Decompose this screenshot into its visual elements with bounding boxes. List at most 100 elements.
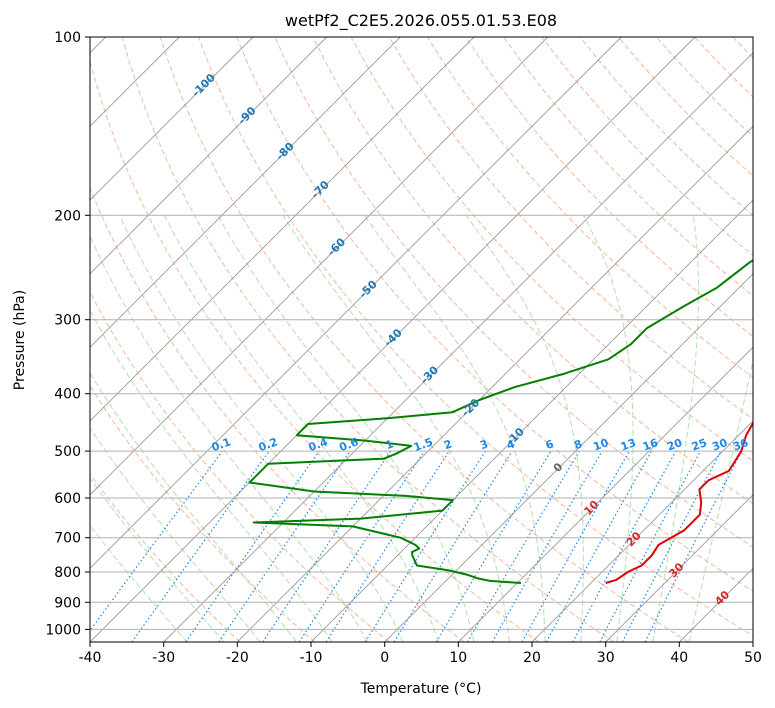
moist-adiabat-line [688,358,753,642]
mixing-ratio-label: 1 [384,437,396,452]
y-tick-label: 600 [54,491,81,507]
dry-adiabat-line [503,37,753,297]
y-tick-label: 400 [54,387,81,403]
mixing-ratio-label: 3 [478,437,490,452]
y-tick-label: 300 [54,313,81,329]
y-tick-label: 100 [54,30,81,46]
mixing-ratio-line [298,450,425,642]
mixing-ratio-label: 0.4 [307,435,330,454]
dry-adiabat-line [236,37,753,592]
mixing-ratio-label: 8 [572,437,584,452]
isotherm-line [90,37,401,348]
mixing-ratio-label: 16 [641,436,660,454]
moist-adiabat-line [90,235,369,642]
isotherm-line [384,273,753,642]
mixing-ratio-line [644,450,743,642]
moist-adiabat-line [583,215,634,642]
y-tick-label: 900 [54,595,81,611]
dry-adiabat-line [198,37,753,637]
dry-adiabat-line [159,37,689,642]
moist-adiabat-line [217,215,475,642]
moist-adiabat-line [90,427,261,642]
moist-adiabat-line [163,215,439,642]
mixing-ratio-label: 0.2 [257,435,280,454]
y-tick-label: 700 [54,531,81,547]
x-tick-label: 30 [597,650,615,666]
y-tick-label: 800 [54,565,81,581]
mixing-ratio-label: 0.6 [338,435,361,454]
isotherm-line [457,346,753,642]
x-tick-label: 50 [744,650,762,666]
moist-adiabat-line [90,524,188,642]
dry-adiabat-line [274,37,753,548]
y-axis-label: Pressure (hPa) [12,290,28,390]
moist-adiabat-line [90,477,225,642]
x-tick-label: 40 [670,650,688,666]
mixing-ratio-line [545,450,653,642]
mixing-ratio-label: 36 [731,436,750,454]
dry-adiabat-line [350,37,753,462]
series-lines [248,259,753,584]
mixing-ratio-label: 10 [591,436,610,454]
moist-adiabat-line [465,215,584,642]
isotherm-line [531,420,753,642]
dry-adiabat-line [90,59,540,642]
dewpoint-line [248,259,753,584]
y-tick-label: 1000 [45,622,81,638]
dry-adiabat-line [90,472,241,642]
mixing-ratio-line [521,450,631,642]
mixing-ratio-label: 6 [544,437,556,452]
plot-frame [89,36,754,643]
temperature-line [605,421,753,584]
isotherm-line [90,37,696,642]
isotherm-line [90,37,549,496]
mixing-ratio-line [131,450,270,642]
mixing-ratio-label: 25 [690,436,709,453]
mixing-ratio-label: 13 [619,436,638,453]
mixing-ratio-line [325,450,450,642]
dry-adiabat-line [426,37,753,378]
mixing-ratio-line [218,450,351,642]
moist-adiabat-line [282,215,510,642]
x-tick-label: 0 [380,650,389,666]
mixing-ratio-label: 20 [665,436,684,454]
mixing-ratio-label: 0.1 [210,435,233,454]
dry-adiabat-line [121,37,614,642]
y-axis: 100 200 300 400 500 600 700 800 900 1000 [45,30,90,638]
x-tick-label: -10 [300,650,323,666]
isotherm-line [90,37,475,422]
moist-adiabat-line [119,215,404,642]
x-tick-label: 10 [449,650,467,666]
pressure-gridlines [90,37,753,630]
chart-title: wetPf2_C2E5.2026.055.01.53.E08 [285,11,557,31]
isotherm-line [90,37,622,569]
y-tick-label: 200 [54,208,81,224]
isotherm-line [236,125,753,642]
moist-adiabat-line [90,309,333,642]
mixing-ratio-label: 1.5 [412,435,435,454]
x-tick-label: -30 [152,650,175,666]
dry-adiabat-line [90,384,316,642]
x-tick-label: 20 [523,650,541,666]
mixing-ratio-line [572,450,677,642]
mixing-ratio-line [90,450,223,632]
mixing-ratio-label: 30 [710,436,729,454]
x-tick-label: -20 [226,650,249,666]
isotherm-line [310,199,753,642]
x-tick-label: -40 [79,650,102,666]
moist-adiabat-line [652,215,699,642]
isotherm-line [605,494,753,642]
x-axis: -40 -30 -20 -10 0 10 20 30 40 50 [79,642,762,666]
mixing-ratio-label: 4 [505,437,517,452]
x-axis-label: Temperature (°C) [360,681,482,697]
moist-adiabat-line [364,215,546,642]
isotherm-line [90,37,328,275]
isotherm-line [90,37,254,201]
mixing-ratio-line [393,450,513,642]
moist-adiabat-line [90,371,297,642]
mixing-ratio-line [185,450,320,642]
mixing-ratio-label: 2 [442,437,454,452]
isotherm-line [163,52,753,642]
y-tick-label: 500 [54,444,81,460]
